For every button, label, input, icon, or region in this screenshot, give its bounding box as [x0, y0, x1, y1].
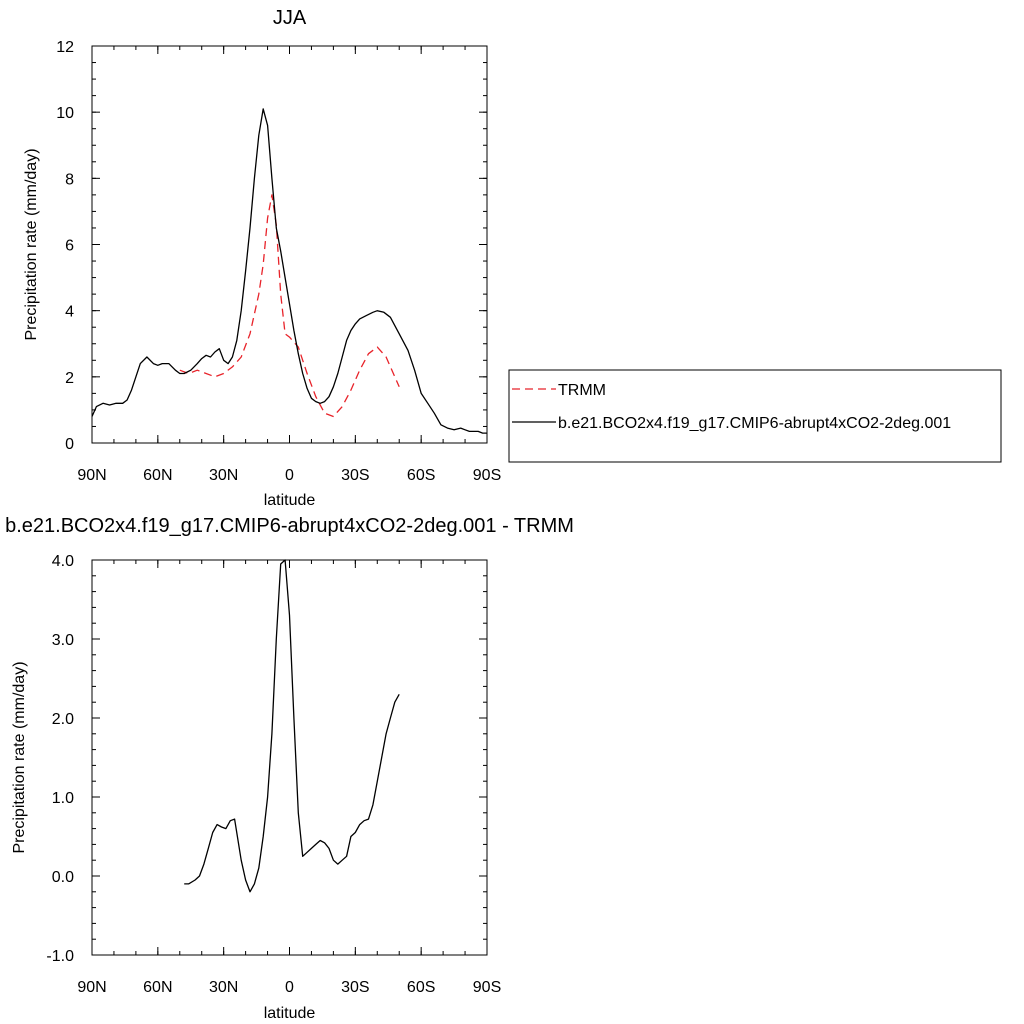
x-tick-label: 90N [77, 979, 106, 996]
series-line-0 [184, 559, 400, 893]
y-tick-label: 2 [65, 370, 74, 387]
top-chart-jja: JJA 0 2 4 6 8 10 12 90N 60N 30N 0 30S 60S 90S latitude P… [23, 7, 501, 509]
x-tick-label: 30N [209, 467, 238, 484]
x-tick-label: 90N [77, 467, 106, 484]
legend-entry-0: TRMM [558, 382, 606, 399]
legend: TRMM b.e21.BCO2x4.f19_g17.CMIP6-abrupt4xC… [508, 369, 1002, 463]
legend-box [508, 369, 1002, 463]
y-tick-label: 0 [65, 436, 74, 453]
y-axis-label: Precipitation rate (mm/day) [23, 148, 40, 340]
y-tick-label: 4.0 [52, 553, 74, 570]
x-tick-label: 0 [285, 467, 294, 484]
y-axis-label: Precipitation rate (mm/day) [11, 661, 28, 853]
x-tick-label: 60S [407, 467, 435, 484]
legend-entry-1: b.e21.BCO2x4.f19_g17.CMIP6-abrupt4xCO2-2… [558, 415, 951, 432]
y-tick-label: 1.0 [52, 790, 74, 807]
x-tick-label: 60N [143, 979, 172, 996]
x-tick-label: 0 [285, 979, 294, 996]
x-axis-label: latitude [264, 492, 316, 509]
y-tick-label: 0.0 [52, 869, 74, 886]
chart-title: b.e21.BCO2x4.f19_g17.CMIP6-abrupt4xCO2-2… [5, 515, 574, 537]
chart-title: JJA [273, 7, 307, 29]
series-line-1 [91, 108, 487, 434]
y-tick-label: 12 [56, 39, 74, 56]
y-tick-label: 3.0 [52, 632, 74, 649]
plot-frame [91, 45, 488, 444]
x-tick-label: 30S [341, 467, 369, 484]
x-tick-label: 60N [143, 467, 172, 484]
x-tick-label: 30S [341, 979, 369, 996]
y-tick-label: 8 [65, 171, 74, 188]
x-tick-label: 90S [473, 979, 501, 996]
x-tick-label: 60S [407, 979, 435, 996]
series-line-0 [179, 194, 400, 418]
bottom-chart-difference: b.e21.BCO2x4.f19_g17.CMIP6-abrupt4xCO2-2… [5, 515, 574, 1022]
y-tick-label: 6 [65, 238, 74, 255]
x-tick-label: 90S [473, 467, 501, 484]
y-tick-label: 10 [56, 105, 74, 122]
y-tick-label: 2.0 [52, 711, 74, 728]
x-axis-label: latitude [264, 1005, 316, 1022]
y-tick-label: 4 [65, 304, 74, 321]
x-tick-label: 30N [209, 979, 238, 996]
y-tick-label: -1.0 [46, 948, 74, 965]
